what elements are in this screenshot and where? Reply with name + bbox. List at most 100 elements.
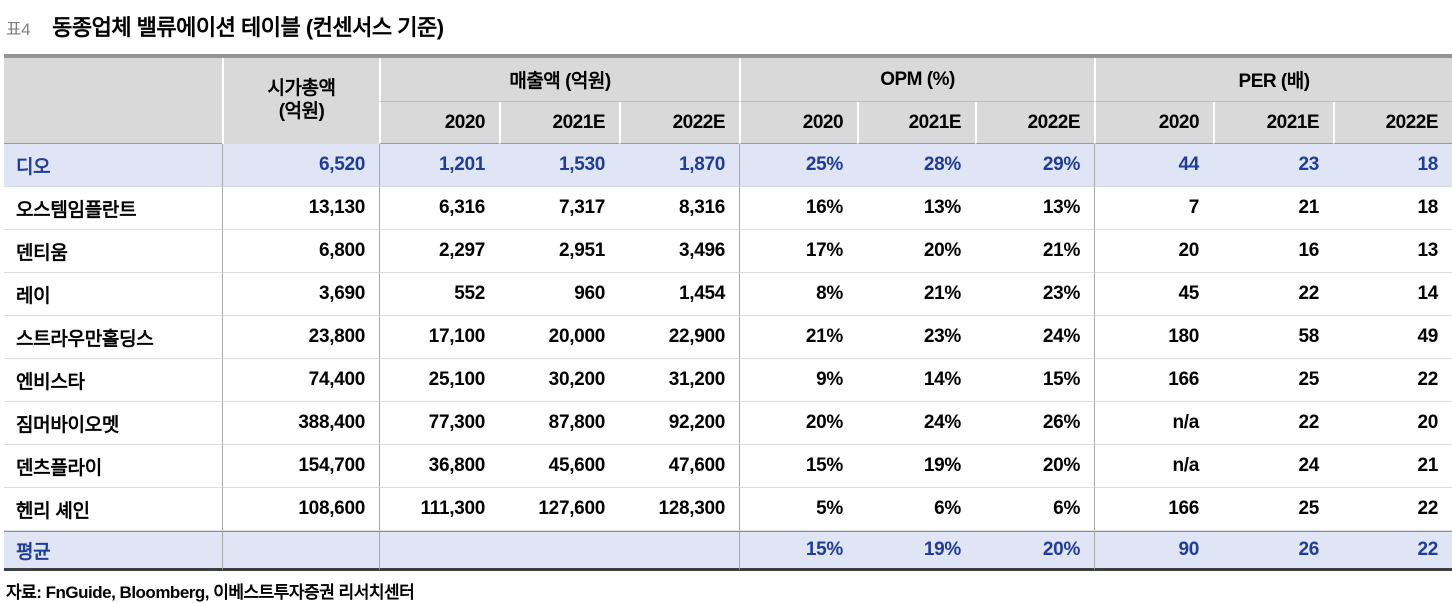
table-cell: 20	[1333, 402, 1452, 445]
table-row: 짐머바이오멧 388,400 77,300 87,800 92,200 20% 24% 26%…	[4, 402, 1452, 445]
company-name: 디오	[4, 144, 222, 187]
table-cell: 19%	[857, 531, 976, 571]
table-cell: 5%	[739, 488, 858, 531]
table-cell: 22	[1333, 488, 1452, 531]
table-cell: 20,000	[499, 316, 619, 359]
table-cell: 1,454	[619, 273, 740, 316]
opm-year-2021e: 2021E	[857, 102, 976, 144]
table-cell: 388,400	[222, 402, 379, 445]
table-cell: 6%	[857, 488, 976, 531]
table-cell: 25,100	[379, 359, 499, 402]
table-cell: 26	[1213, 531, 1334, 571]
table-cell: 30,200	[499, 359, 619, 402]
table-cell: 45,600	[499, 445, 619, 488]
table-cell: 36,800	[379, 445, 499, 488]
table-row: 디오 6,520 1,201 1,530 1,870 25% 28% 29% 44 23 18	[4, 144, 1452, 187]
table-cell: 18	[1333, 144, 1452, 187]
table-cell: 58	[1213, 316, 1334, 359]
table-cell: 6,316	[379, 187, 499, 230]
table-cell: 87,800	[499, 402, 619, 445]
table-cell: 154,700	[222, 445, 379, 488]
table-cell: 23,800	[222, 316, 379, 359]
table-cell: 23	[1213, 144, 1334, 187]
table-cell: 6,520	[222, 144, 379, 187]
company-name: 평균	[4, 531, 222, 571]
table-cell: 21	[1213, 187, 1334, 230]
table-cell: 1,201	[379, 144, 499, 187]
market-cap-line1: 시가총액	[267, 78, 336, 100]
table-cell: 166	[1094, 359, 1214, 402]
per-group-header: PER (배)	[1094, 58, 1452, 102]
table-cell	[619, 531, 740, 571]
table-row: 스트라우만홀딩스 23,800 17,100 20,000 22,900 21% 23% 24…	[4, 316, 1452, 359]
company-name: 짐머바이오멧	[4, 402, 222, 445]
page-title: 동종업체 밸류에이션 테이블 (컨센서스 기준)	[52, 15, 444, 40]
corner-cell	[4, 58, 222, 144]
table-cell: 108,600	[222, 488, 379, 531]
table-cell: 3,496	[619, 230, 740, 273]
table-cell: 26%	[975, 402, 1095, 445]
table-cell: 29%	[975, 144, 1095, 187]
table-cell: 14%	[857, 359, 976, 402]
table-cell: 21	[1333, 445, 1452, 488]
table-cell	[379, 531, 499, 571]
revenue-year-2020: 2020	[379, 102, 499, 144]
table-cell: 552	[379, 273, 499, 316]
table-cell: 23%	[857, 316, 976, 359]
summary-row: 평균 15% 19% 20% 90 26 22	[4, 531, 1452, 571]
table-cell	[222, 531, 379, 571]
opm-group-header: OPM (%)	[739, 58, 1095, 102]
table-cell: 3,690	[222, 273, 379, 316]
market-cap-header: 시가총액 (억원)	[222, 58, 379, 144]
table-row: 엔비스타 74,400 25,100 30,200 31,200 9% 14% 15% 166 2…	[4, 359, 1452, 402]
table-cell: 13%	[857, 187, 976, 230]
table-cell: 24	[1213, 445, 1334, 488]
table-row: 덴티움 6,800 2,297 2,951 3,496 17% 20% 21% 20 16 13	[4, 230, 1452, 273]
table-cell: 47,600	[619, 445, 740, 488]
opm-year-2020: 2020	[739, 102, 858, 144]
table-cell	[499, 531, 619, 571]
company-name: 덴츠플라이	[4, 445, 222, 488]
table-cell: 44	[1094, 144, 1214, 187]
table-cell: 23%	[975, 273, 1095, 316]
table-cell: 111,300	[379, 488, 499, 531]
table-cell: 21%	[739, 316, 858, 359]
table-cell: 13	[1333, 230, 1452, 273]
table-cell: 166	[1094, 488, 1214, 531]
table-cell: 9%	[739, 359, 858, 402]
table-cell: 21%	[857, 273, 976, 316]
table-cell: n/a	[1094, 402, 1214, 445]
company-name: 오스템임플란트	[4, 187, 222, 230]
table-cell: 6,800	[222, 230, 379, 273]
table-cell: 14	[1333, 273, 1452, 316]
table-cell: 17,100	[379, 316, 499, 359]
table-cell: 20	[1094, 230, 1214, 273]
company-name: 헨리 셰인	[4, 488, 222, 531]
table-cell: 21%	[975, 230, 1095, 273]
table-cell: 15%	[739, 531, 858, 571]
opm-year-2022e: 2022E	[975, 102, 1095, 144]
table-cell: 77,300	[379, 402, 499, 445]
table-cell: 22	[1213, 402, 1334, 445]
table-cell: 28%	[857, 144, 976, 187]
table-cell: 128,300	[619, 488, 740, 531]
table-cell: 20%	[975, 445, 1095, 488]
revenue-group-header: 매출액 (억원)	[379, 58, 740, 102]
table-cell: 2,951	[499, 230, 619, 273]
company-name: 덴티움	[4, 230, 222, 273]
table-cell: 20%	[739, 402, 858, 445]
table-number-tag: 표4	[6, 20, 31, 39]
company-name: 스트라우만홀딩스	[4, 316, 222, 359]
table-row: 헨리 셰인 108,600 111,300 127,600 128,300 5% 6% 6% 1…	[4, 488, 1452, 531]
table-title-row: 표4 동종업체 밸류에이션 테이블 (컨센서스 기준)	[6, 10, 1450, 42]
table-header: 시가총액 (억원) 매출액 (억원) OPM (%) PER (배) 2020 …	[4, 58, 1452, 144]
table-cell: 20%	[857, 230, 976, 273]
table-cell: 7,317	[499, 187, 619, 230]
table-cell: 18	[1333, 187, 1452, 230]
table-row: 오스템임플란트 13,130 6,316 7,317 8,316 16% 13% 13% 7 21…	[4, 187, 1452, 230]
table-cell: 20%	[975, 531, 1095, 571]
table-cell: 25%	[739, 144, 858, 187]
table-row: 덴츠플라이 154,700 36,800 45,600 47,600 15% 19% 20% n…	[4, 445, 1452, 488]
table-cell: 25	[1213, 488, 1334, 531]
table-cell: 15%	[975, 359, 1095, 402]
